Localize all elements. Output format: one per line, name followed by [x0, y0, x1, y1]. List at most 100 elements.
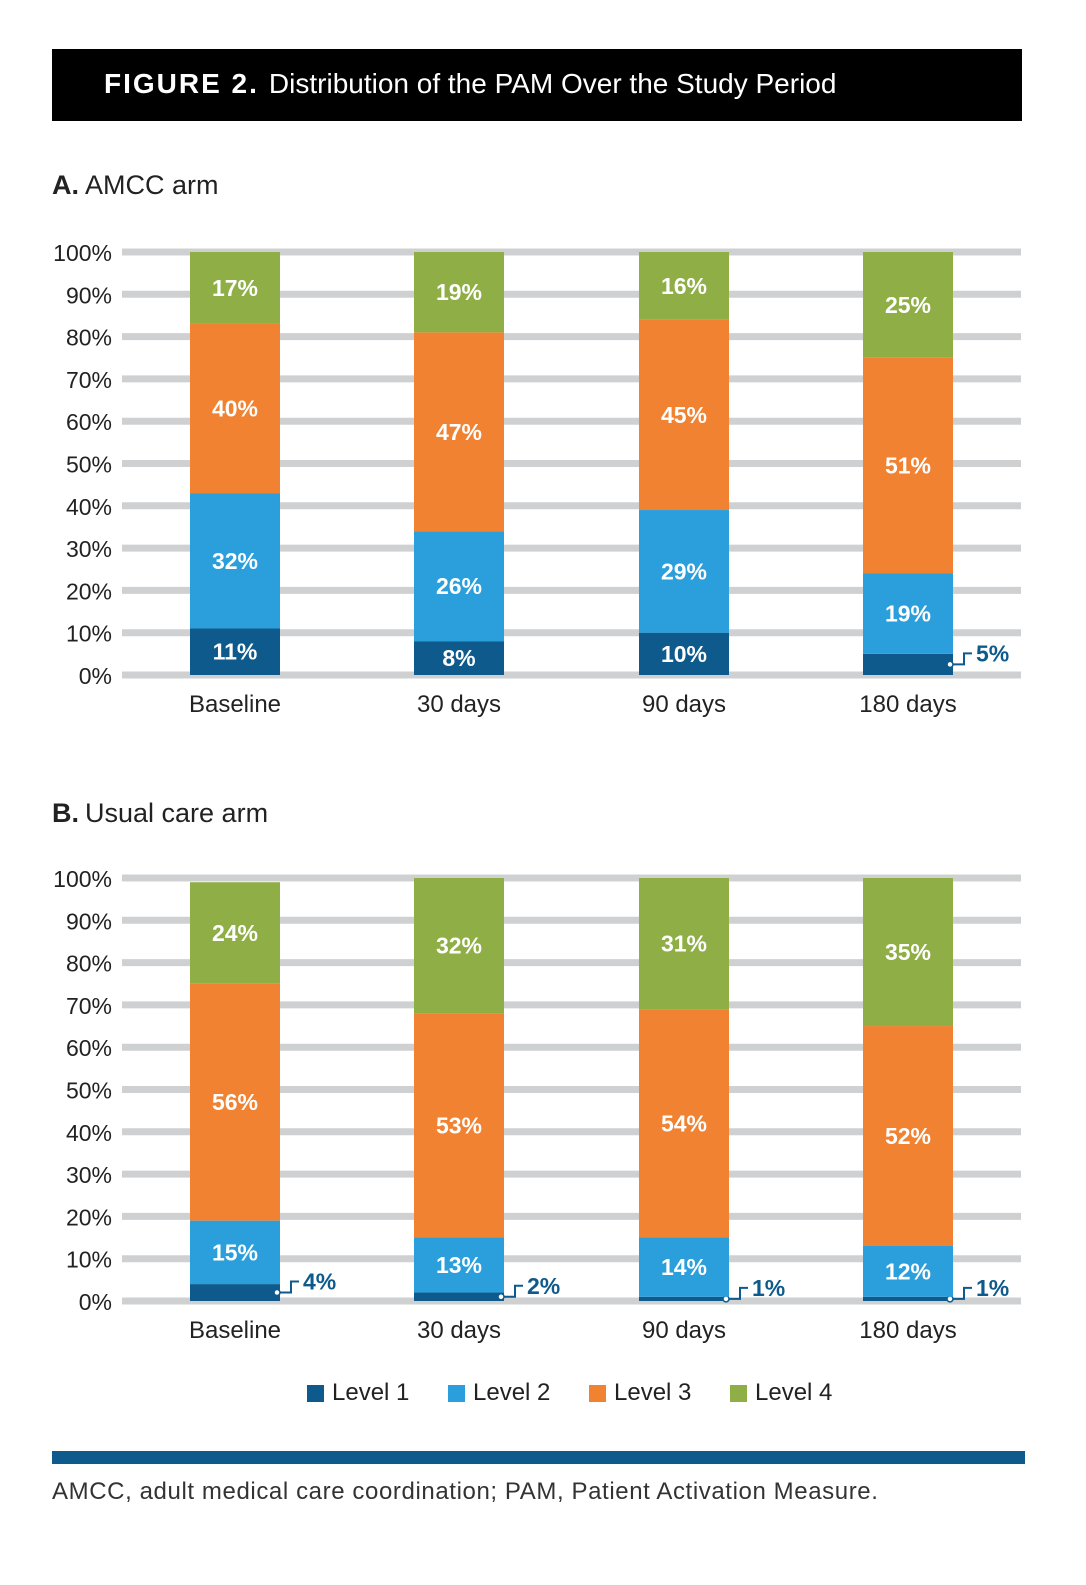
- y-tick-label: 100%: [53, 240, 112, 266]
- legend-swatch-level-4: [730, 1384, 747, 1402]
- data-label: 15%: [212, 1239, 258, 1265]
- legend-label-level-4: Level 4: [755, 1379, 833, 1406]
- data-label: 10%: [661, 641, 707, 667]
- y-tick-label: 50%: [66, 452, 112, 478]
- legend-item-level-1: Level 1: [307, 1378, 409, 1408]
- bar-level-2-baseline: [190, 1220, 280, 1285]
- panel-b-chart: 0% 10% 20% 30% 40% 50% 60% 70% 80% 90% 100% 4% 15% 56…: [53, 866, 1021, 1344]
- data-label: 56%: [212, 1089, 258, 1115]
- bar-level-2-30-days: [414, 1237, 504, 1293]
- y-tick-label: 90%: [66, 282, 112, 308]
- bar-level-1-baseline: [190, 628, 280, 675]
- data-label: 52%: [885, 1123, 931, 1149]
- legend-item-level-4: Level 4: [730, 1378, 832, 1408]
- y-tick-label: 100%: [53, 866, 112, 892]
- data-label: 26%: [436, 573, 482, 599]
- legend-label-level-3: Level 3: [614, 1379, 692, 1406]
- bar-level-1-180-days: [863, 653, 953, 675]
- y-tick-label: 70%: [66, 367, 112, 393]
- bar-level-4-180-days: [863, 252, 953, 358]
- callout-dot: [497, 1293, 505, 1301]
- y-tick-label: 80%: [66, 951, 112, 977]
- bottom-rule: [52, 1451, 1025, 1464]
- x-category-label: Baseline: [189, 1317, 281, 1344]
- bar-level-3-90-days: [639, 319, 729, 511]
- panel-a-letter: A.: [52, 170, 79, 200]
- panel-a-title: A. AMCC arm: [52, 170, 219, 201]
- callout-line: [504, 1284, 523, 1298]
- data-label: 40%: [212, 396, 258, 422]
- data-label: 2%: [527, 1273, 560, 1299]
- y-tick-label: 0%: [79, 1289, 112, 1315]
- bar-level-1-180-days: [863, 1296, 953, 1301]
- data-label: 19%: [436, 279, 482, 305]
- footnote: AMCC, adult medical care coordination; P…: [52, 1478, 879, 1505]
- panel-b-title-text: Usual care arm: [85, 798, 269, 828]
- bar-level-4-30-days: [414, 252, 504, 333]
- x-category-label: 90 days: [642, 1317, 726, 1344]
- data-label: 25%: [885, 292, 931, 318]
- x-category-label: 30 days: [417, 1317, 501, 1344]
- data-label: 24%: [212, 920, 258, 946]
- figure-title-text: Distribution of the PAM Over the Study P…: [268, 68, 837, 99]
- panel-b-title: B. Usual care arm: [52, 798, 268, 829]
- data-label: 17%: [212, 275, 258, 301]
- callout-dot: [946, 660, 954, 669]
- callout-dot: [722, 1295, 730, 1303]
- bar-level-1-baseline: [190, 1284, 280, 1301]
- bar-level-4-90-days: [639, 252, 729, 320]
- x-category-label: 30 days: [417, 691, 501, 718]
- bar-level-3-30-days: [414, 1013, 504, 1238]
- callout-line: [953, 1286, 972, 1300]
- bar-level-2-90-days: [639, 1237, 729, 1297]
- bar-level-2-180-days: [863, 1246, 953, 1297]
- bar-level-3-180-days: [863, 357, 953, 574]
- callout-line: [953, 652, 972, 666]
- figure-title-bar: FIGURE 2. Distribution of the PAM Over th…: [52, 49, 1022, 121]
- y-tick-label: 50%: [66, 1078, 112, 1104]
- data-label: 47%: [436, 419, 482, 445]
- bar-level-3-baseline: [190, 983, 280, 1221]
- legend-swatch-level-1: [307, 1384, 324, 1402]
- bar-level-4-baseline: [190, 882, 280, 984]
- bar-level-4-90-days: [639, 878, 729, 1010]
- figure-label: FIGURE 2.: [104, 68, 259, 99]
- bar-level-1-30-days: [414, 641, 504, 675]
- y-tick-label: 40%: [66, 1120, 112, 1146]
- data-label: 32%: [436, 933, 482, 959]
- bar-level-1-90-days: [639, 1296, 729, 1301]
- x-category-label: 180 days: [859, 691, 956, 718]
- callout-dot: [273, 1288, 281, 1297]
- y-tick-label: 90%: [66, 908, 112, 934]
- data-label: 35%: [885, 939, 931, 965]
- y-tick-label: 30%: [66, 536, 112, 562]
- bar-level-2-baseline: [190, 493, 280, 629]
- data-label: 53%: [436, 1112, 482, 1138]
- legend-item-level-3: Level 3: [589, 1378, 691, 1408]
- y-tick-label: 10%: [66, 621, 112, 647]
- panel-a-title-text: AMCC arm: [85, 170, 219, 200]
- bar-level-2-30-days: [414, 531, 504, 642]
- data-label: 11%: [213, 639, 258, 665]
- y-tick-label: 60%: [66, 1035, 112, 1061]
- panel-a-chart: 0% 10% 20% 30% 40% 50% 60% 70% 80% 90% 100% 11% 32% 4…: [53, 240, 1021, 718]
- data-label: 13%: [436, 1252, 482, 1278]
- bar-level-3-180-days: [863, 1026, 953, 1247]
- data-label: 51%: [885, 453, 931, 479]
- callout-dot: [946, 1295, 954, 1303]
- legend-label-level-2: Level 2: [473, 1379, 551, 1406]
- bar-level-4-baseline: [190, 252, 280, 324]
- figure-title: FIGURE 2. Distribution of the PAM Over th…: [104, 68, 836, 100]
- legend-label-level-1: Level 1: [332, 1379, 410, 1406]
- y-tick-label: 40%: [66, 494, 112, 520]
- data-label: 31%: [661, 931, 707, 957]
- callout-line: [729, 1286, 748, 1300]
- legend-item-level-2: Level 2: [448, 1378, 550, 1408]
- legend: Level 1 Level 2 Level 3 Level 4: [0, 1378, 1086, 1408]
- bar-level-4-30-days: [414, 878, 504, 1014]
- bar-level-1-90-days: [639, 632, 729, 675]
- legend-swatch-level-3: [589, 1384, 606, 1402]
- data-label: 4%: [303, 1269, 336, 1295]
- data-label: 14%: [661, 1254, 707, 1280]
- data-label: 1%: [752, 1275, 785, 1301]
